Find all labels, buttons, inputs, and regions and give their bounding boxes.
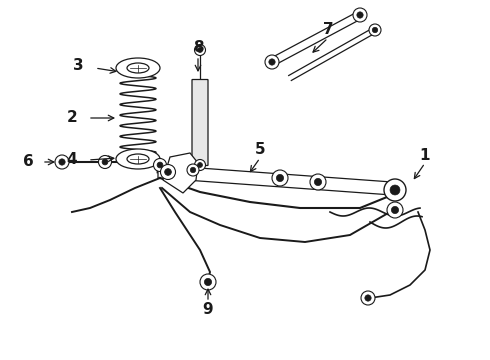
Circle shape [357,12,363,18]
Circle shape [353,8,367,22]
Text: 7: 7 [323,22,333,37]
Circle shape [269,59,275,65]
Circle shape [190,167,196,173]
Circle shape [361,291,375,305]
Circle shape [265,55,279,69]
Ellipse shape [116,149,160,169]
Circle shape [384,179,406,201]
Circle shape [197,162,202,167]
Circle shape [390,185,400,195]
Ellipse shape [127,154,149,164]
Circle shape [98,156,112,168]
Circle shape [204,278,212,285]
Circle shape [315,179,321,186]
Circle shape [59,159,65,165]
Circle shape [372,27,378,33]
Ellipse shape [116,58,160,78]
Circle shape [365,295,371,301]
Circle shape [387,202,403,218]
Text: 3: 3 [73,58,83,72]
FancyBboxPatch shape [192,80,208,166]
Text: 6: 6 [23,154,33,170]
Polygon shape [158,165,392,195]
Text: 8: 8 [193,40,203,55]
Circle shape [392,206,398,213]
Ellipse shape [127,63,149,73]
Circle shape [195,45,205,55]
Circle shape [55,155,69,169]
Circle shape [272,170,288,186]
Circle shape [102,159,108,165]
Circle shape [276,174,284,181]
Circle shape [195,159,205,171]
Circle shape [200,274,216,290]
Circle shape [153,158,167,171]
Text: 4: 4 [67,153,77,167]
Circle shape [310,174,326,190]
Circle shape [369,24,381,36]
Text: 1: 1 [420,148,430,162]
Text: 9: 9 [203,302,213,318]
Text: 5: 5 [255,143,265,158]
Circle shape [165,168,172,175]
Polygon shape [163,153,198,193]
Circle shape [157,162,163,168]
Circle shape [187,164,199,176]
Circle shape [161,165,175,180]
Circle shape [197,48,202,53]
Text: 2: 2 [67,111,77,126]
